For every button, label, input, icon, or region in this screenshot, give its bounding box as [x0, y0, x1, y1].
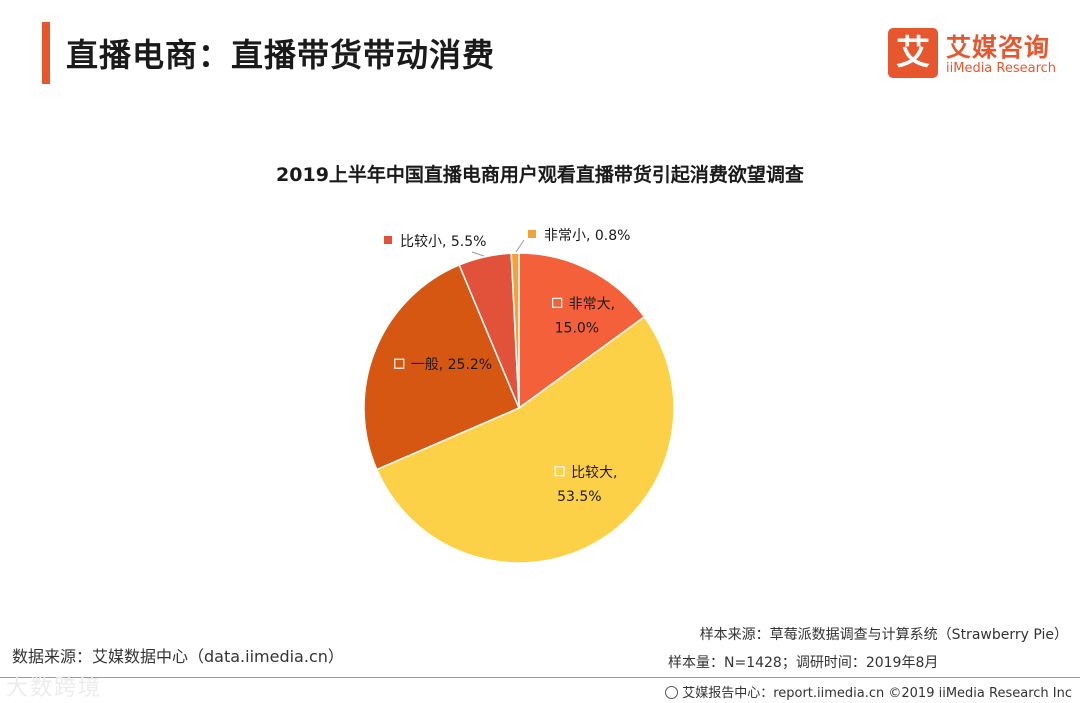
label-marker: [384, 236, 392, 244]
leader-line: [471, 251, 485, 257]
watermark: 大数跨境: [6, 676, 103, 701]
label-marker: [528, 230, 536, 238]
pie-slice: [375, 315, 675, 564]
footer-report-text: 艾媒报告中心：report.iimedia.cn ©2019 iiMedia R…: [682, 686, 1072, 701]
brand-logo: 艾 艾媒咨询 iiMedia Research: [888, 28, 1058, 80]
label-marker: [552, 297, 563, 308]
data-label: 15.0%: [555, 320, 599, 336]
leader-line: [515, 239, 525, 253]
brand-logo-mark: 艾: [888, 28, 938, 78]
pie-slice: [518, 252, 646, 410]
pie-slice: [510, 252, 520, 409]
brand-name-cn: 艾媒咨询: [946, 33, 1051, 62]
page-title: 直播电商：直播带货带动消费: [66, 36, 496, 74]
sample-size: 样本量：N=1428；调研时间：2019年8月: [668, 655, 939, 671]
globe-icon: [665, 686, 679, 699]
chart-title: 2019上半年中国直播电商用户观看直播带货引起消费欲望调查: [276, 164, 804, 186]
data-label: 非常大,: [569, 296, 615, 312]
sample-source: 样本来源：草莓派数据调查与计算系统（Strawberry Pie）: [699, 627, 1068, 643]
data-source: 数据来源：艾媒数据中心（data.iimedia.cn）: [12, 647, 344, 666]
data-label: 比较小, 5.5%: [400, 234, 486, 250]
data-label: 比较大,: [571, 465, 617, 481]
data-label: 非常小, 0.8%: [544, 228, 630, 244]
data-label: 一般, 25.2%: [411, 357, 492, 373]
label-marker: [394, 358, 405, 369]
data-label: 53.5%: [557, 489, 601, 505]
brand-name-en: iiMedia Research: [946, 61, 1057, 76]
label-marker: [554, 466, 565, 477]
footer-report-center: 艾媒报告中心：report.iimedia.cn ©2019 iiMedia R…: [665, 682, 1072, 701]
footer-divider: [0, 677, 1080, 678]
title-accent-bar: [42, 22, 50, 84]
